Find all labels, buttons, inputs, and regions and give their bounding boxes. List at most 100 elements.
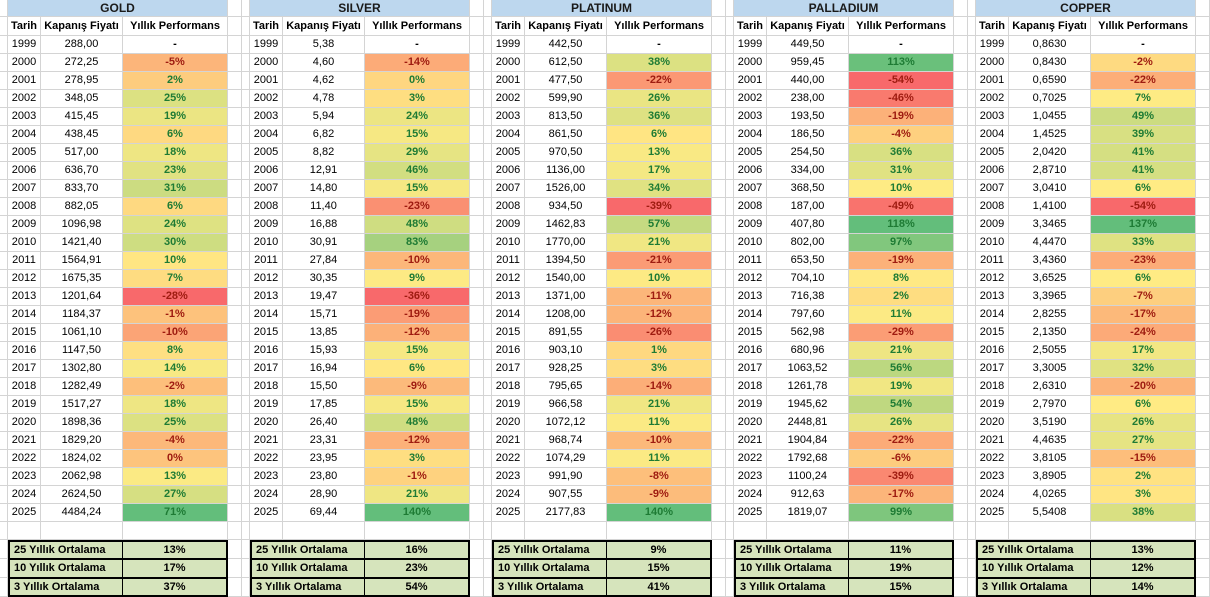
- year-cell[interactable]: 2021: [976, 432, 1009, 450]
- perf-cell[interactable]: 36%: [607, 108, 712, 126]
- price-cell[interactable]: 612,50: [525, 54, 607, 72]
- price-cell[interactable]: 15,71: [283, 306, 365, 324]
- perf-cell[interactable]: 33%: [1091, 234, 1196, 252]
- price-cell[interactable]: 2,0420: [1009, 144, 1091, 162]
- price-cell[interactable]: 17,85: [283, 396, 365, 414]
- price-cell[interactable]: 27,84: [283, 252, 365, 270]
- perf-cell[interactable]: 23%: [123, 162, 228, 180]
- perf-cell[interactable]: 13%: [607, 144, 712, 162]
- perf-cell[interactable]: 29%: [365, 144, 470, 162]
- year-cell[interactable]: 2010: [734, 234, 767, 252]
- price-cell[interactable]: 11,40: [283, 198, 365, 216]
- summary-value[interactable]: 37%: [123, 578, 228, 597]
- perf-cell[interactable]: -2%: [1091, 54, 1196, 72]
- perf-cell[interactable]: 10%: [849, 180, 954, 198]
- price-cell[interactable]: 3,3965: [1009, 288, 1091, 306]
- price-cell[interactable]: 6,82: [283, 126, 365, 144]
- price-cell[interactable]: 680,96: [767, 342, 849, 360]
- perf-cell[interactable]: -9%: [607, 486, 712, 504]
- year-cell[interactable]: 2018: [734, 378, 767, 396]
- price-cell[interactable]: 1136,00: [525, 162, 607, 180]
- year-cell[interactable]: 2013: [976, 288, 1009, 306]
- perf-cell[interactable]: 21%: [849, 342, 954, 360]
- perf-cell[interactable]: 6%: [1091, 180, 1196, 198]
- year-cell[interactable]: 2020: [734, 414, 767, 432]
- price-cell[interactable]: 1517,27: [41, 396, 123, 414]
- perf-cell[interactable]: -19%: [849, 108, 954, 126]
- price-cell[interactable]: 1282,49: [41, 378, 123, 396]
- perf-cell[interactable]: -14%: [607, 378, 712, 396]
- price-cell[interactable]: 23,31: [283, 432, 365, 450]
- perf-cell[interactable]: 31%: [849, 162, 954, 180]
- price-cell[interactable]: 3,4360: [1009, 252, 1091, 270]
- perf-cell[interactable]: 17%: [607, 162, 712, 180]
- table-title[interactable]: GOLD: [8, 0, 228, 17]
- perf-cell[interactable]: -21%: [607, 252, 712, 270]
- year-cell[interactable]: 2019: [976, 396, 1009, 414]
- year-cell[interactable]: 2000: [8, 54, 41, 72]
- perf-cell[interactable]: 2%: [123, 72, 228, 90]
- price-cell[interactable]: 1675,35: [41, 270, 123, 288]
- col-header-perf[interactable]: Yıllık Performans: [365, 17, 470, 36]
- year-cell[interactable]: 1999: [492, 36, 525, 54]
- year-cell[interactable]: 2022: [976, 450, 1009, 468]
- price-cell[interactable]: 2,7970: [1009, 396, 1091, 414]
- price-cell[interactable]: 704,10: [767, 270, 849, 288]
- year-cell[interactable]: 2023: [8, 468, 41, 486]
- year-cell[interactable]: 2018: [492, 378, 525, 396]
- year-cell[interactable]: 2001: [8, 72, 41, 90]
- col-header-price[interactable]: Kapanış Fiyatı: [525, 17, 607, 36]
- year-cell[interactable]: 2012: [8, 270, 41, 288]
- year-cell[interactable]: 2008: [8, 198, 41, 216]
- perf-cell[interactable]: 19%: [123, 108, 228, 126]
- perf-cell[interactable]: -23%: [1091, 252, 1196, 270]
- perf-cell[interactable]: -: [607, 36, 712, 54]
- price-cell[interactable]: 1770,00: [525, 234, 607, 252]
- perf-cell[interactable]: 39%: [1091, 126, 1196, 144]
- year-cell[interactable]: 2003: [492, 108, 525, 126]
- perf-cell[interactable]: -10%: [607, 432, 712, 450]
- price-cell[interactable]: 278,95: [41, 72, 123, 90]
- summary-value[interactable]: 11%: [849, 540, 954, 559]
- year-cell[interactable]: 2013: [8, 288, 41, 306]
- price-cell[interactable]: 1063,52: [767, 360, 849, 378]
- year-cell[interactable]: 2003: [734, 108, 767, 126]
- perf-cell[interactable]: 137%: [1091, 216, 1196, 234]
- perf-cell[interactable]: -10%: [365, 252, 470, 270]
- perf-cell[interactable]: 71%: [123, 504, 228, 522]
- price-cell[interactable]: 1261,78: [767, 378, 849, 396]
- year-cell[interactable]: 2017: [8, 360, 41, 378]
- price-cell[interactable]: 8,82: [283, 144, 365, 162]
- summary-value[interactable]: 17%: [123, 559, 228, 578]
- perf-cell[interactable]: 54%: [849, 396, 954, 414]
- perf-cell[interactable]: -20%: [1091, 378, 1196, 396]
- price-cell[interactable]: 1074,29: [525, 450, 607, 468]
- price-cell[interactable]: 1,0455: [1009, 108, 1091, 126]
- year-cell[interactable]: 2019: [8, 396, 41, 414]
- year-cell[interactable]: 2008: [734, 198, 767, 216]
- price-cell[interactable]: 1421,40: [41, 234, 123, 252]
- price-cell[interactable]: 0,8430: [1009, 54, 1091, 72]
- price-cell[interactable]: 1829,20: [41, 432, 123, 450]
- price-cell[interactable]: 3,6525: [1009, 270, 1091, 288]
- col-header-date[interactable]: Tarih: [8, 17, 41, 36]
- summary-value[interactable]: 14%: [1091, 578, 1196, 597]
- year-cell[interactable]: 2022: [734, 450, 767, 468]
- year-cell[interactable]: 2021: [492, 432, 525, 450]
- summary-label[interactable]: 3 Yıllık Ortalama: [492, 578, 607, 597]
- year-cell[interactable]: 1999: [8, 36, 41, 54]
- perf-cell[interactable]: 3%: [365, 450, 470, 468]
- year-cell[interactable]: 2001: [492, 72, 525, 90]
- perf-cell[interactable]: 15%: [365, 396, 470, 414]
- perf-cell[interactable]: 24%: [123, 216, 228, 234]
- perf-cell[interactable]: -39%: [849, 468, 954, 486]
- year-cell[interactable]: 2019: [492, 396, 525, 414]
- price-cell[interactable]: 903,10: [525, 342, 607, 360]
- price-cell[interactable]: 2,8710: [1009, 162, 1091, 180]
- price-cell[interactable]: 26,40: [283, 414, 365, 432]
- price-cell[interactable]: 69,44: [283, 504, 365, 522]
- price-cell[interactable]: 1824,02: [41, 450, 123, 468]
- perf-cell[interactable]: -8%: [607, 468, 712, 486]
- table-title[interactable]: PLATINUM: [492, 0, 712, 17]
- year-cell[interactable]: 2011: [8, 252, 41, 270]
